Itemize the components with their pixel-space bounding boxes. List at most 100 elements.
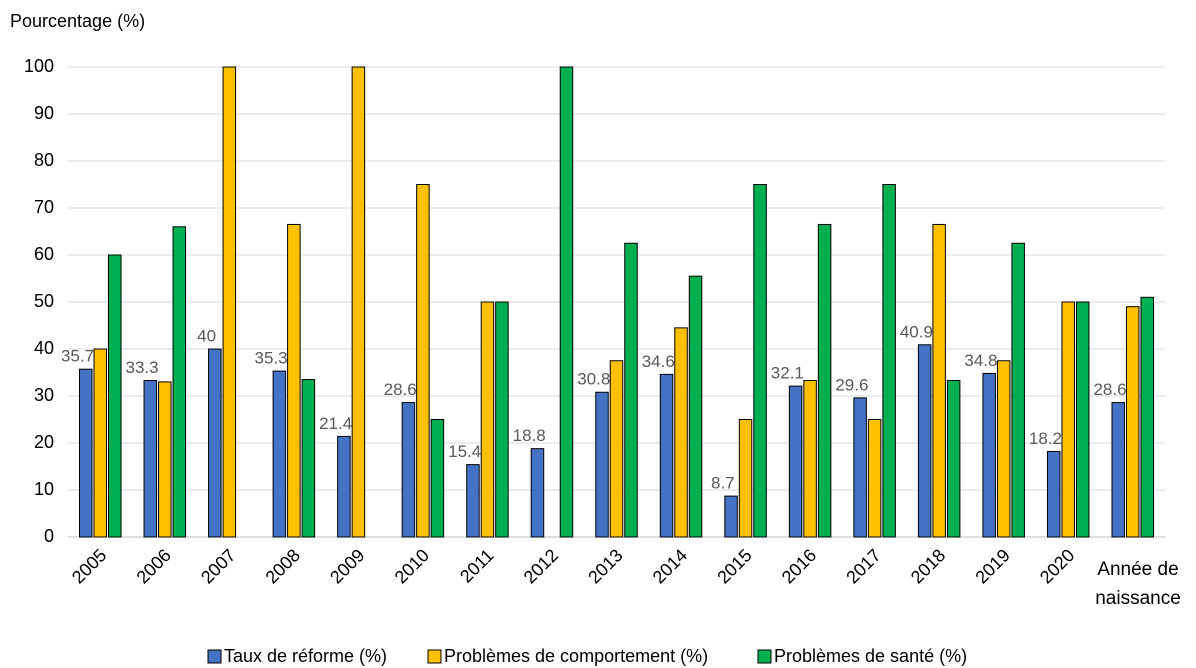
y-tick-label: 60: [34, 244, 54, 264]
data-label: 34.6: [642, 352, 675, 371]
bar: [158, 381, 172, 538]
bar: [817, 223, 832, 538]
bar: [659, 373, 674, 538]
y-tick-label: 10: [34, 479, 54, 499]
bar: [1111, 402, 1125, 538]
bar: [867, 419, 882, 538]
bar: [1075, 301, 1090, 538]
data-label: 33.3: [125, 358, 158, 377]
x-axis-label: Année de naissance: [1095, 559, 1181, 609]
bar: [932, 223, 946, 538]
bar: [337, 435, 351, 538]
y-tick-label: 50: [34, 291, 54, 311]
bar: [1140, 296, 1154, 538]
x-tick-label: 2020: [1036, 545, 1078, 587]
bar: [559, 66, 574, 538]
bar: [272, 370, 287, 538]
y-tick-label: 70: [34, 197, 54, 217]
data-label: 35.7: [61, 347, 94, 366]
bar: [1125, 306, 1140, 538]
x-tick-label: 2011: [456, 545, 498, 587]
bar: [208, 348, 222, 538]
y-tick-label: 30: [34, 385, 54, 405]
bar: [108, 254, 122, 538]
x-tick-label: 2018: [907, 545, 949, 587]
data-label: 32.1: [771, 364, 804, 383]
legend-swatch: [207, 649, 222, 664]
bar: [738, 419, 753, 538]
bar: [803, 379, 817, 538]
x-tick-label: 2014: [649, 545, 691, 587]
legend-label: Problèmes de comportement (%): [444, 646, 708, 666]
data-label: 28.6: [384, 380, 417, 399]
bar: [495, 301, 509, 538]
bar: [222, 66, 237, 538]
data-label: 18.2: [1029, 429, 1062, 448]
data-label: 8.7: [711, 474, 735, 493]
bar: [430, 419, 445, 538]
bar: [688, 275, 703, 538]
x-tick-label: 2010: [391, 545, 433, 587]
bar: [753, 184, 767, 538]
bar: [674, 327, 688, 538]
y-tick-label: 0: [44, 526, 54, 546]
data-label: 28.6: [1093, 380, 1126, 399]
y-axis-label: Pourcentage (%): [10, 11, 145, 31]
data-label: 34.8: [964, 351, 997, 370]
bar: [982, 372, 996, 538]
legend-label: Problèmes de santé (%): [774, 646, 967, 666]
data-label: 21.4: [319, 414, 352, 433]
bar: [1061, 301, 1075, 538]
bar: [79, 368, 93, 538]
bar: [143, 379, 158, 538]
bar: [946, 379, 961, 538]
data-label: 40.9: [900, 322, 933, 341]
y-tick-label: 40: [34, 338, 54, 358]
x-tick-label: 2015: [713, 545, 755, 587]
bar: [996, 360, 1011, 538]
bar: [172, 226, 187, 538]
bar: [480, 301, 495, 538]
x-tick-label: 2017: [842, 545, 884, 587]
bar: [416, 184, 430, 538]
x-tick-label: 2016: [778, 545, 820, 587]
bar: [882, 184, 896, 538]
bar: [401, 402, 416, 538]
x-tick-label: 2019: [971, 545, 1013, 587]
data-label: 15.4: [448, 442, 481, 461]
bar: [93, 348, 108, 538]
y-tick-label: 80: [34, 150, 54, 170]
bar: [287, 223, 301, 538]
data-label: 29.6: [835, 375, 868, 394]
bar: [788, 385, 803, 538]
bar: [624, 242, 638, 538]
legend-swatch: [757, 649, 772, 664]
data-label: 35.3: [255, 349, 288, 368]
data-label: 18.8: [513, 426, 546, 445]
x-tick-label: 2007: [197, 545, 239, 587]
x-tick-label: 2009: [326, 545, 368, 587]
legend-swatch: [427, 649, 442, 664]
bar: [609, 360, 624, 538]
x-tick-label: 2005: [68, 545, 110, 587]
x-tick-label: 2006: [133, 545, 175, 587]
x-tick-label: 2012: [520, 545, 562, 587]
y-tick-label: 90: [34, 103, 54, 123]
data-label: 40: [197, 326, 216, 345]
x-tick-label: 2013: [584, 545, 626, 587]
bar: [853, 397, 867, 538]
bar: [595, 391, 609, 538]
x-tick-label: 2008: [262, 545, 304, 587]
bar: [466, 464, 480, 538]
data-label: 30.8: [577, 370, 610, 389]
y-tick-label: 100: [24, 56, 54, 76]
bar: [530, 448, 545, 538]
bar: [724, 495, 738, 538]
bar: [1011, 242, 1025, 538]
bar: [917, 344, 932, 538]
bar: [301, 379, 316, 538]
legend-label: Taux de réforme (%): [224, 646, 387, 666]
y-tick-label: 20: [34, 432, 54, 452]
